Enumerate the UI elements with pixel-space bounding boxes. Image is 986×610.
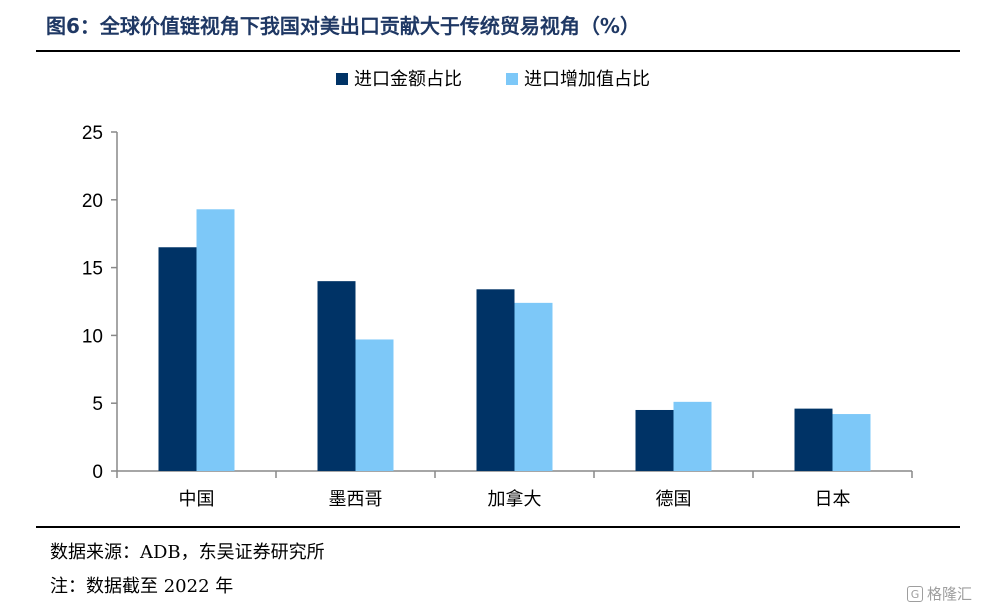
bar xyxy=(673,401,712,471)
x-tick-label: 加拿大 xyxy=(488,488,542,510)
legend-label: 进口金额占比 xyxy=(354,69,462,90)
watermark: G 格隆汇 xyxy=(906,583,972,604)
y-tick-label: 25 xyxy=(82,123,103,144)
legend-swatch xyxy=(506,73,518,85)
y-axis: 0 5 10 15 20 25 xyxy=(82,123,118,483)
bar xyxy=(355,339,394,471)
bar-chart: 进口金额占比 进口增加值占比 0 5 10 15 20 25 中国 墨西哥 加拿大 德国 日本 xyxy=(82,69,913,510)
x-axis: 中国 墨西哥 加拿大 德国 日本 xyxy=(116,470,913,510)
chart-legend: 进口金额占比 进口增加值占比 xyxy=(336,69,650,90)
bar xyxy=(158,247,197,471)
y-tick-label: 20 xyxy=(82,191,103,212)
y-tick-label: 15 xyxy=(82,259,103,280)
bar xyxy=(832,414,871,471)
x-tick-label: 日本 xyxy=(815,489,851,510)
y-tick-label: 5 xyxy=(92,394,103,415)
y-tick-label: 10 xyxy=(82,326,103,347)
legend-label: 进口增加值占比 xyxy=(524,69,650,90)
bar xyxy=(794,408,833,471)
bar xyxy=(196,209,235,472)
legend-swatch xyxy=(336,73,348,85)
bar xyxy=(317,281,356,471)
bar xyxy=(514,302,553,471)
bars-group xyxy=(158,209,871,472)
top-rule xyxy=(36,50,960,52)
bottom-rule xyxy=(36,526,960,528)
y-tick-label: 0 xyxy=(92,462,103,483)
remark-note: 注：数据截至 2022 年 xyxy=(50,576,234,597)
bar xyxy=(635,409,674,471)
x-tick-label: 中国 xyxy=(179,489,215,510)
x-tick-label: 德国 xyxy=(656,489,692,510)
source-note: 数据来源：ADB，东吴证券研究所 xyxy=(50,542,325,563)
figure-title: 图6：全球价值链视角下我国对美出口贡献大于传统贸易视角（%） xyxy=(46,14,640,38)
x-tick-label: 墨西哥 xyxy=(329,489,383,510)
watermark-text: 格隆汇 xyxy=(926,585,972,603)
bar xyxy=(476,289,515,471)
watermark-logo-icon: G xyxy=(906,585,923,602)
